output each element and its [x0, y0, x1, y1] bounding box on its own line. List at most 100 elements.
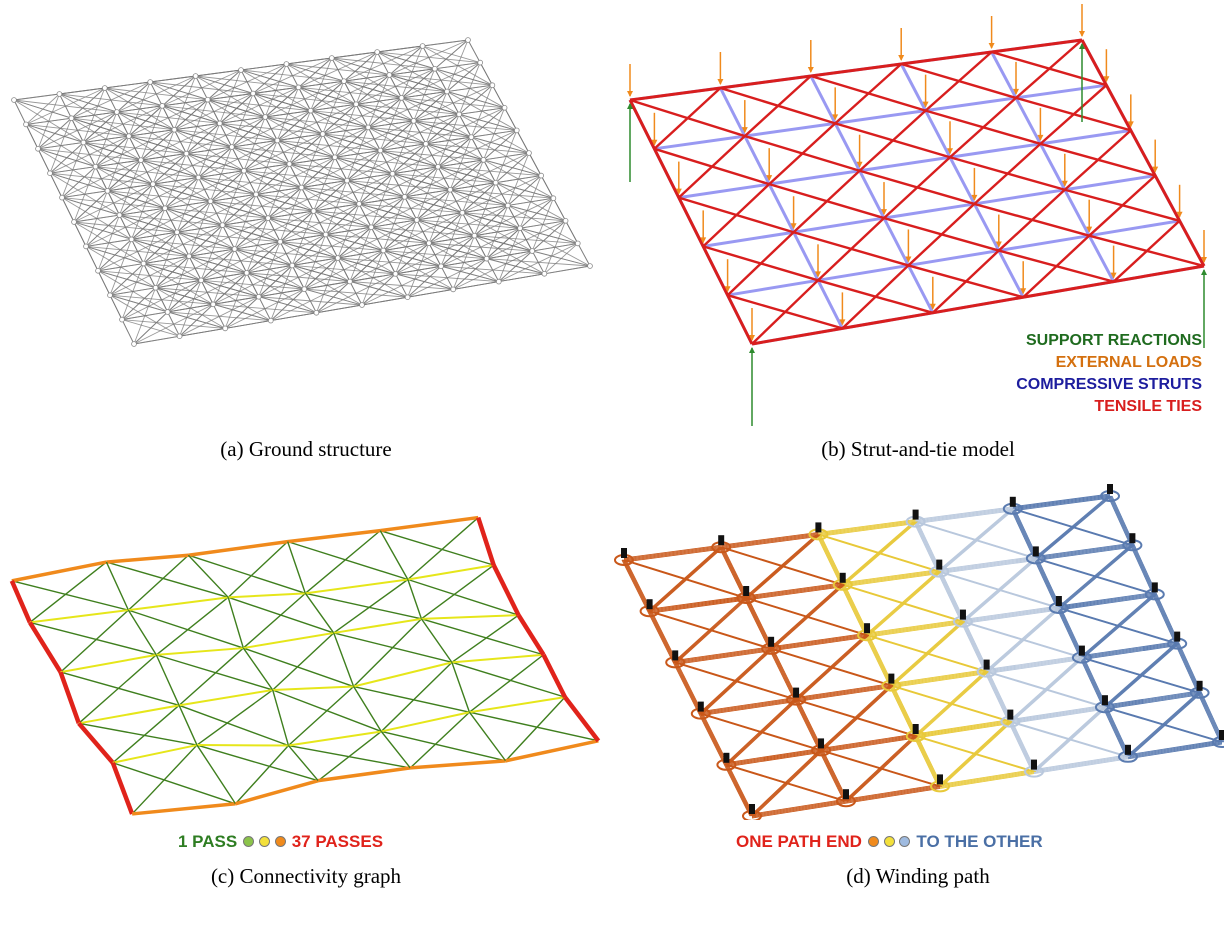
node-peg	[793, 687, 800, 698]
legend-compressive-struts: COMPRESSIVE STRUTS	[1016, 376, 1202, 393]
scale-dots-d	[867, 832, 911, 852]
external-load-arrowhead	[1201, 257, 1207, 263]
path-strand	[845, 785, 941, 802]
path-strand	[700, 697, 797, 713]
ground-member	[440, 212, 463, 267]
legend-strut-and-tie: SUPPORT REACTIONS EXTERNAL LOADS COMPRES…	[1016, 330, 1202, 418]
ground-node	[313, 309, 320, 316]
ground-node	[301, 286, 308, 292]
ground-member	[270, 265, 293, 321]
graph-edge	[127, 609, 157, 656]
ground-member	[413, 68, 436, 122]
ground-node	[102, 85, 108, 91]
caption-connectivity-graph: (c) Connectivity graph	[210, 864, 402, 888]
ground-member	[49, 118, 72, 174]
graph-edge	[60, 671, 180, 707]
path-strand	[796, 684, 892, 700]
ground-member	[343, 51, 378, 82]
tensile-tie	[858, 109, 927, 172]
graph-edge	[469, 711, 599, 742]
graph-edge	[131, 802, 236, 816]
path-strand	[725, 764, 753, 817]
path-strand	[1103, 707, 1128, 757]
path-strand	[842, 573, 940, 588]
graph-edge	[178, 647, 244, 706]
path-strand	[864, 635, 890, 686]
path-strand	[1010, 706, 1106, 723]
ground-member	[531, 250, 545, 275]
legend-external-loads: EXTERNAL LOADS	[1055, 354, 1202, 371]
node-peg	[1125, 744, 1131, 755]
ground-node	[195, 174, 202, 181]
ground-node	[334, 255, 341, 261]
graph-edge	[353, 686, 382, 732]
path-strand	[986, 657, 1082, 673]
path-strand	[818, 519, 916, 533]
ground-member	[395, 273, 408, 298]
external-load-arrowhead	[832, 114, 839, 121]
node-peg	[888, 673, 895, 684]
path-strand	[649, 599, 747, 614]
compressive-strut	[727, 278, 819, 297]
ground-member	[267, 163, 290, 219]
ground-node	[501, 105, 508, 111]
path-strand	[651, 546, 724, 612]
ground-node	[107, 292, 113, 299]
compressive-strut	[702, 230, 794, 248]
node-peg	[718, 535, 725, 546]
graph-edge	[476, 516, 496, 566]
ground-node	[59, 194, 65, 201]
ground-member	[334, 104, 357, 158]
path-strand	[751, 798, 847, 815]
caption-winding-path: (d) Winding path	[846, 864, 990, 888]
ground-node	[147, 79, 154, 85]
ground-member	[264, 63, 287, 118]
graph-edge	[60, 609, 129, 673]
path-strand	[649, 597, 747, 612]
ground-node	[310, 208, 317, 214]
ground-member	[395, 219, 418, 275]
ground-node	[222, 325, 229, 332]
path-strand	[962, 606, 1059, 622]
ground-member	[544, 265, 591, 275]
compressive-strut	[859, 155, 951, 173]
ground-node	[68, 115, 75, 122]
ground-node	[253, 191, 259, 198]
path-strand	[623, 545, 722, 560]
path-strand	[675, 650, 772, 665]
ground-node	[150, 181, 156, 187]
path-strand	[1012, 497, 1111, 512]
ground-node	[401, 194, 408, 200]
ground-member	[164, 153, 187, 209]
node-peg	[937, 774, 943, 785]
ground-node	[392, 271, 399, 277]
ground-node	[377, 147, 384, 154]
graph-edge	[451, 662, 471, 713]
ground-node	[104, 188, 111, 194]
ground-node	[480, 157, 487, 163]
path-strand	[698, 713, 725, 766]
path-strand	[1033, 755, 1129, 772]
ground-member	[116, 81, 151, 113]
path-strand	[721, 547, 748, 599]
compressive-strut	[1014, 97, 1042, 145]
external-load-arrowhead	[807, 67, 814, 73]
path-strand	[915, 735, 941, 787]
ground-member	[325, 180, 348, 235]
path-strand	[747, 534, 821, 599]
path-strand	[700, 700, 797, 716]
support-reaction-arrowhead	[1201, 269, 1207, 275]
panel-strut-and-tie: SUPPORT REACTIONS EXTERNAL LOADS COMPRES…	[612, 0, 1224, 461]
external-load-arrowhead	[627, 91, 633, 97]
ground-node	[319, 131, 326, 137]
path-strand	[962, 608, 1059, 624]
ground-node	[243, 270, 250, 276]
tensile-tie	[997, 188, 1066, 252]
ground-node	[183, 150, 190, 157]
ground-node	[344, 177, 350, 184]
path-strand	[674, 662, 702, 714]
compressive-strut	[793, 216, 885, 234]
ground-member	[446, 39, 469, 92]
ground-member	[507, 152, 530, 206]
path-strand	[1058, 595, 1155, 611]
